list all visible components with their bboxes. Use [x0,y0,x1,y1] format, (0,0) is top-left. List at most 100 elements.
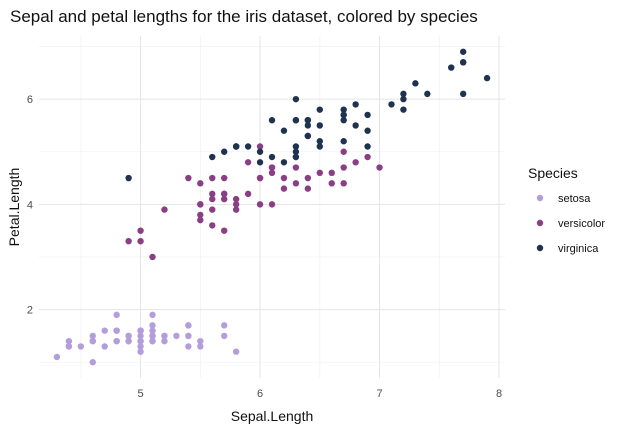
point-versicolor [244,159,252,166]
point-virginica [304,132,312,140]
point-virginica [292,148,300,155]
point-virginica [459,59,467,66]
point-virginica [316,106,323,113]
point-versicolor [340,180,347,187]
point-virginica [316,122,323,129]
point-virginica [364,143,371,150]
point-versicolor [364,153,371,161]
point-virginica [292,95,300,103]
point-virginica [483,74,491,82]
point-versicolor [137,227,144,234]
point-virginica [316,138,323,145]
point-versicolor [197,211,204,219]
point-setosa [149,327,156,334]
y-tick-label: 6 [27,94,33,106]
point-versicolor [209,206,216,213]
point-setosa [65,343,73,350]
point-versicolor [280,185,288,192]
point-virginica [304,116,312,124]
point-setosa [137,348,144,355]
point-versicolor [316,169,323,176]
point-virginica [459,90,467,98]
point-virginica [256,159,264,166]
point-setosa [149,311,156,319]
point-virginica [352,101,359,108]
legend-label-virginica: virginica [558,243,599,255]
point-versicolor [328,180,335,187]
point-versicolor [221,190,228,198]
point-setosa [137,343,144,350]
x-tick-label: 5 [138,388,144,400]
point-virginica [340,138,347,145]
point-virginica [364,111,371,119]
legend-items: setosa versicolor virginica [536,193,605,255]
point-setosa [101,327,108,334]
point-virginica [280,159,288,166]
point-virginica [400,95,407,103]
point-virginica [292,143,300,150]
point-virginica [304,122,312,129]
point-versicolor [304,174,312,182]
point-versicolor [340,164,347,171]
point-setosa [113,327,120,334]
x-tick-label: 8 [496,388,502,400]
point-setosa [137,327,144,334]
point-virginica [256,148,264,155]
point-versicolor [197,201,204,208]
point-versicolor [209,195,216,203]
point-virginica [459,48,467,55]
point-setosa [89,359,96,366]
x-axis-ticks: 5 6 7 8 [138,388,503,400]
y-axis-ticks: 2 4 6 [27,94,33,316]
point-setosa [161,332,168,340]
chart-title: Sepal and petal lengths for the iris dat… [10,7,478,26]
point-virginica [268,116,276,124]
point-versicolor [304,185,312,192]
point-virginica [388,101,395,108]
point-versicolor [292,164,300,171]
point-virginica [424,90,431,98]
point-versicolor [268,201,276,208]
point-setosa [53,353,61,361]
point-versicolor [340,148,347,155]
point-setosa [185,332,192,340]
point-setosa [149,322,156,329]
legend-key-versicolor [536,219,544,227]
point-virginica [292,153,300,161]
point-versicolor [232,206,240,213]
point-versicolor [221,227,228,234]
point-setosa [101,343,108,350]
point-setosa [221,332,228,340]
point-virginica [364,127,371,134]
x-tick-label: 6 [257,388,263,400]
point-setosa [137,337,144,345]
y-tick-label: 2 [27,305,33,317]
point-versicolor [137,238,144,245]
point-virginica [280,127,288,134]
point-virginica [232,143,240,150]
y-tick-label: 4 [27,199,33,211]
point-virginica [292,116,300,124]
point-versicolor [256,143,264,150]
minor-gridlines [39,36,505,378]
point-virginica [268,153,276,161]
point-versicolor [125,238,132,245]
point-setosa [173,332,180,340]
data-points [53,48,491,366]
point-versicolor [328,169,335,176]
point-virginica [316,143,323,150]
point-versicolor [376,164,383,171]
point-virginica [352,122,359,129]
point-setosa [161,337,168,345]
point-versicolor [292,180,300,187]
point-versicolor [197,180,204,187]
point-setosa [89,337,96,345]
point-virginica [448,64,455,71]
point-versicolor [256,174,264,182]
point-setosa [185,343,192,350]
point-setosa [197,343,204,350]
point-setosa [149,337,156,345]
point-versicolor [161,206,168,213]
point-versicolor [209,190,216,198]
